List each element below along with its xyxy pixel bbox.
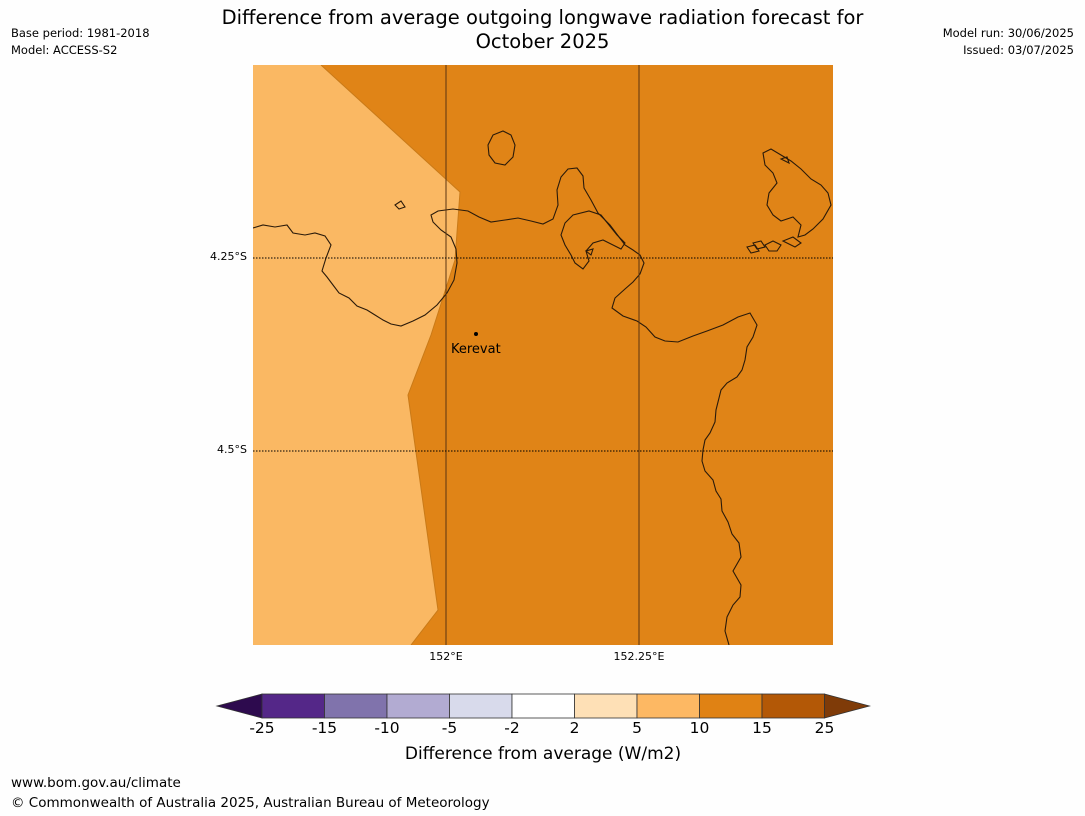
colorbar-tick-label: 25 [814,719,835,737]
title-line-2: October 2025 [475,30,610,53]
base-period-text: Base period: 1981-2018 [11,26,150,40]
colorbar-tick-label: -10 [374,719,400,737]
footer-copyright: © Commonwealth of Australia 2025, Austra… [11,795,490,811]
model-text: Model: ACCESS-S2 [11,43,118,57]
colorbar-tick-label: 5 [632,719,642,737]
colorbar-tick-label: 10 [689,719,710,737]
chart-title: Difference from average outgoing longwav… [180,6,905,54]
meta-left: Base period: 1981-2018 Model: ACCESS-S2 [11,25,150,59]
colorbar-bin [324,693,388,719]
contour-line [320,65,461,645]
colorbar-tick-label: 2 [569,719,580,737]
longitude-label-152e: 152°E [429,650,463,663]
latitude-label-4-25s: 4.25°S [210,250,247,263]
title-line-1: Difference from average outgoing longwav… [221,6,864,29]
latitude-label-4-5s: 4.5°S [217,443,247,456]
footer-url: www.bom.gov.au/climate [11,775,181,791]
coastline [253,130,832,645]
forecast-map [253,65,833,645]
colorbar-tick-label: 15 [752,719,772,737]
colorbar-bin [761,693,825,719]
issued-text: Issued: 03/07/2025 [963,43,1074,57]
colorbar-title: Difference from average (W/m2) [404,744,682,764]
longitude-label-152-25e: 152.25°E [613,650,665,663]
colorbar-bin [636,693,700,719]
place-label-kerevat: Kerevat [451,342,501,357]
colorbar-tick-label: -5 [441,719,458,737]
colorbar-tick-label: -25 [249,719,275,737]
graticule [253,65,833,645]
colorbar-bin [261,693,325,719]
colorbar-ticks: -25 -15 -10 -5 -2 2 5 10 15 25 [0,719,1085,741]
kerevat-marker [474,332,478,336]
colorbar [215,693,871,719]
fill-5-to-10 [253,65,460,645]
model-run-text: Model run: 30/06/2025 [942,26,1074,40]
colorbar-bin [386,693,450,719]
colorbar-bin [699,693,763,719]
colorbar-bin [449,693,513,719]
colorbar-bin [511,693,575,719]
meta-right: Model run: 30/06/2025 Issued: 03/07/2025 [943,25,1074,59]
colorbar-tick-label: -15 [311,719,338,737]
colorbar-tick-label: -2 [504,719,520,737]
colorbar-bin [574,693,638,719]
colorbar-extend-high [824,693,871,719]
colorbar-extend-low [215,693,263,719]
